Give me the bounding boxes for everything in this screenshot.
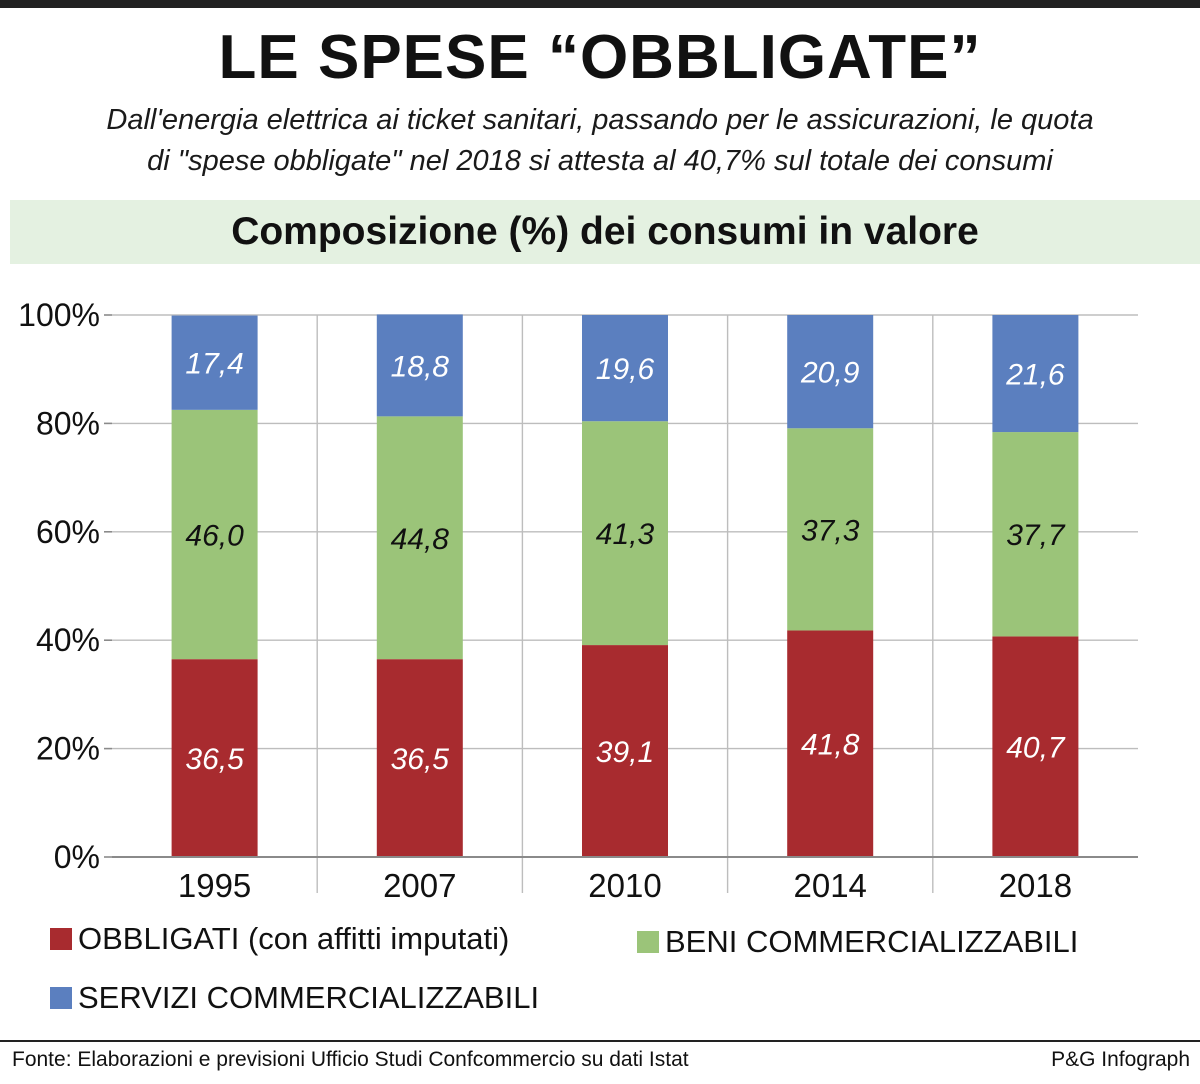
subtitle-line-2: di "spese obbligate" nel 2018 si attesta… [147,145,1053,177]
bar-segment-servizi [376,314,463,417]
data-label: 20,9 [800,357,860,390]
bar-segment-beni [171,409,258,660]
x-tick-label: 2010 [588,867,661,904]
chart-title: Composizione (%) dei consumi in valore [231,210,979,253]
legend-label-beni: BENI COMMERCIALIZZABILI [665,924,1079,959]
bar-segment-obbligati [376,659,463,857]
data-label: 17,4 [185,348,243,381]
legend-swatch-servizi [50,987,72,1009]
chart-title-band: Composizione (%) dei consumi in valore [10,200,1200,264]
data-label: 44,8 [391,523,450,556]
bar-segment-servizi [171,315,258,410]
data-label: 21,6 [1005,359,1065,392]
y-tick-label: 0% [54,839,100,875]
page-title: LE SPESE “OBBLIGATE” [218,23,982,92]
y-tick-label: 100% [18,297,100,333]
bar-segment-obbligati [787,630,874,857]
footer-rule [0,1040,1200,1042]
data-label: 36,5 [185,743,244,776]
data-label: 36,5 [391,743,450,776]
legend-label-obbligati: OBBLIGATI (con affitti imputati) [78,921,510,956]
x-tick-label: 2014 [793,867,866,904]
data-label: 39,1 [596,736,654,769]
page-subtitle: Dall'energia elettrica ai ticket sanitar… [10,100,1190,182]
bar-segment-obbligati [992,636,1079,857]
bar-segment-beni [376,416,463,660]
legend-item-beni: BENI COMMERCIALIZZABILI [637,924,1078,960]
x-tick-label: 1995 [178,867,251,904]
data-label: 19,6 [596,353,655,386]
stacked-bar-chart: 0% 20% 40% 60% 80% 100% 36,5 46,0 17,4 1995 36,5 44… [18,297,1138,904]
legend-label-servizi: SERVIZI COMMERCIALIZZABILI [78,980,540,1015]
y-tick-label: 40% [36,622,100,658]
bar-segment-servizi [787,315,874,429]
data-label: 18,8 [391,350,450,383]
bar-segment-obbligati [582,645,668,857]
bar-segment-servizi [992,315,1079,433]
subtitle-line-1: Dall'energia elettrica ai ticket sanitar… [106,104,1094,136]
bar-segment-beni [787,428,874,631]
legend-item-obbligati: OBBLIGATI (con affitti imputati) [50,921,509,957]
y-tick-label: 20% [36,731,100,767]
x-tick-label: 2007 [383,867,456,904]
data-label: 41,3 [596,518,655,551]
legend-swatch-beni [637,931,659,953]
y-tick-label: 80% [36,405,100,441]
data-label: 37,3 [801,514,860,547]
top-rule [0,0,1200,8]
x-tick-label: 2018 [999,867,1072,904]
data-label: 40,7 [1006,732,1066,765]
y-tick-label: 60% [36,514,100,550]
bar-segment-servizi [582,315,668,422]
data-label: 37,7 [1006,519,1066,552]
legend-item-servizi: SERVIZI COMMERCIALIZZABILI [50,980,539,1016]
legend-swatch-obbligati [50,928,72,950]
source-note: Fonte: Elaborazioni e previsioni Ufficio… [12,1048,689,1071]
data-label: 41,8 [801,729,860,762]
bar-segment-obbligati [171,659,258,857]
bar-segment-beni [992,432,1079,637]
credit-note: P&G Infograph [1051,1048,1190,1071]
data-label: 46,0 [185,520,244,553]
bar-segment-beni [582,421,668,646]
